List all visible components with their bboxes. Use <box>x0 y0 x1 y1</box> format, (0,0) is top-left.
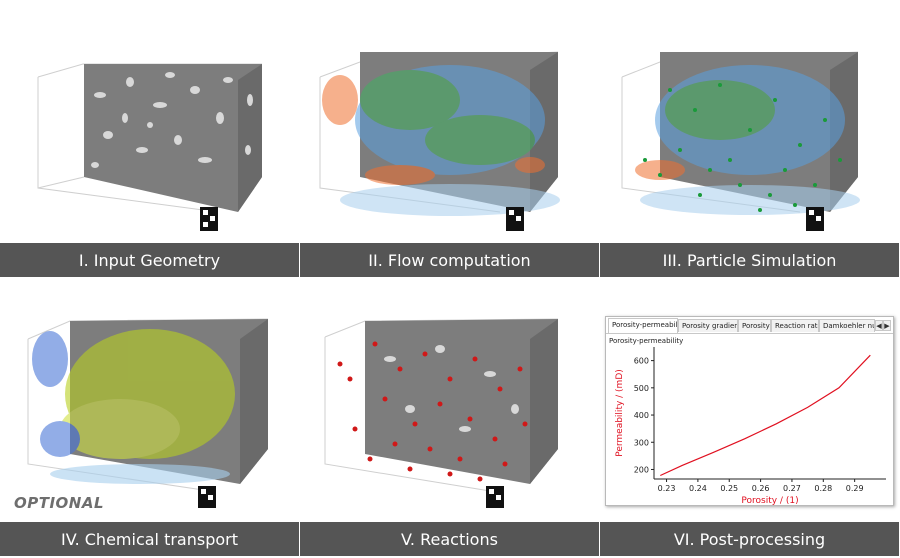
panel-label: V. Reactions <box>300 522 599 556</box>
x-tick-label: 0.24 <box>689 484 707 493</box>
x-tick-label: 0.29 <box>846 484 864 493</box>
optional-label: OPTIONAL <box>14 494 105 512</box>
tab-reaction-rate[interactable]: Reaction rate <box>771 319 819 332</box>
x-tick-label: 0.25 <box>720 484 738 493</box>
tab-scroll-arrows: ◀ ▶ <box>875 320 891 331</box>
plot-window: Porosity-permeability Porosity gradient … <box>605 316 894 506</box>
panel-post-processing: VI. Post-processing <box>600 279 900 558</box>
tab-porosity-permeability[interactable]: Porosity-permeability <box>608 318 678 333</box>
x-tick-label: 0.27 <box>783 484 801 493</box>
panel-label: I. Input Geometry <box>0 243 299 277</box>
plot-tab-bar: Porosity-permeability Porosity gradient … <box>606 318 893 334</box>
y-tick-label: 300 <box>634 438 649 447</box>
x-tick-label: 0.28 <box>814 484 832 493</box>
flow-computation-render <box>319 51 560 231</box>
particle-simulation-render <box>621 51 860 231</box>
tab-scroll-right-button[interactable]: ▶ <box>883 320 891 331</box>
tab-scroll-left-button[interactable]: ◀ <box>875 320 883 331</box>
panel-flow-computation: II. Flow computation <box>300 0 600 279</box>
y-tick-label: 200 <box>634 465 649 474</box>
y-tick-label: 400 <box>634 411 649 420</box>
x-tick-label: 0.26 <box>752 484 770 493</box>
tab-porosity-gradient[interactable]: Porosity gradient <box>678 319 738 332</box>
panel-label: II. Flow computation <box>300 243 599 277</box>
plot-subtitle: Porosity-permeability <box>609 337 684 345</box>
series-line <box>660 354 871 477</box>
panel-chemical-transport: IV. Chemical transport <box>0 279 300 558</box>
panel-label: III. Particle Simulation <box>600 243 899 277</box>
tab-damkoehler-number[interactable]: Damkoehler numb <box>819 319 875 332</box>
panel-label: VI. Post-processing <box>600 522 899 556</box>
panel-reactions: V. Reactions <box>300 279 600 558</box>
x-axis-label: Porosity / (1) <box>741 496 798 505</box>
porosity-permeability-chart: 0.23 0.24 0.25 0.26 0.27 0.28 0.29 200 300 400 500… <box>615 347 886 505</box>
panel-particle-simulation: III. Particle Simulation <box>600 0 900 279</box>
chemical-transport-render <box>27 318 269 508</box>
reactions-render <box>324 318 559 508</box>
x-tick-label: 0.23 <box>658 484 676 493</box>
panel-label: IV. Chemical transport <box>0 522 299 556</box>
y-axis-label: Permeability / (mD) <box>615 369 625 457</box>
y-tick-label: 500 <box>634 384 649 393</box>
tab-porosity[interactable]: Porosity <box>738 319 771 332</box>
input-geometry-render <box>37 63 262 231</box>
panel-input-geometry: I. Input Geometry <box>0 0 300 279</box>
y-tick-label: 600 <box>634 357 649 366</box>
